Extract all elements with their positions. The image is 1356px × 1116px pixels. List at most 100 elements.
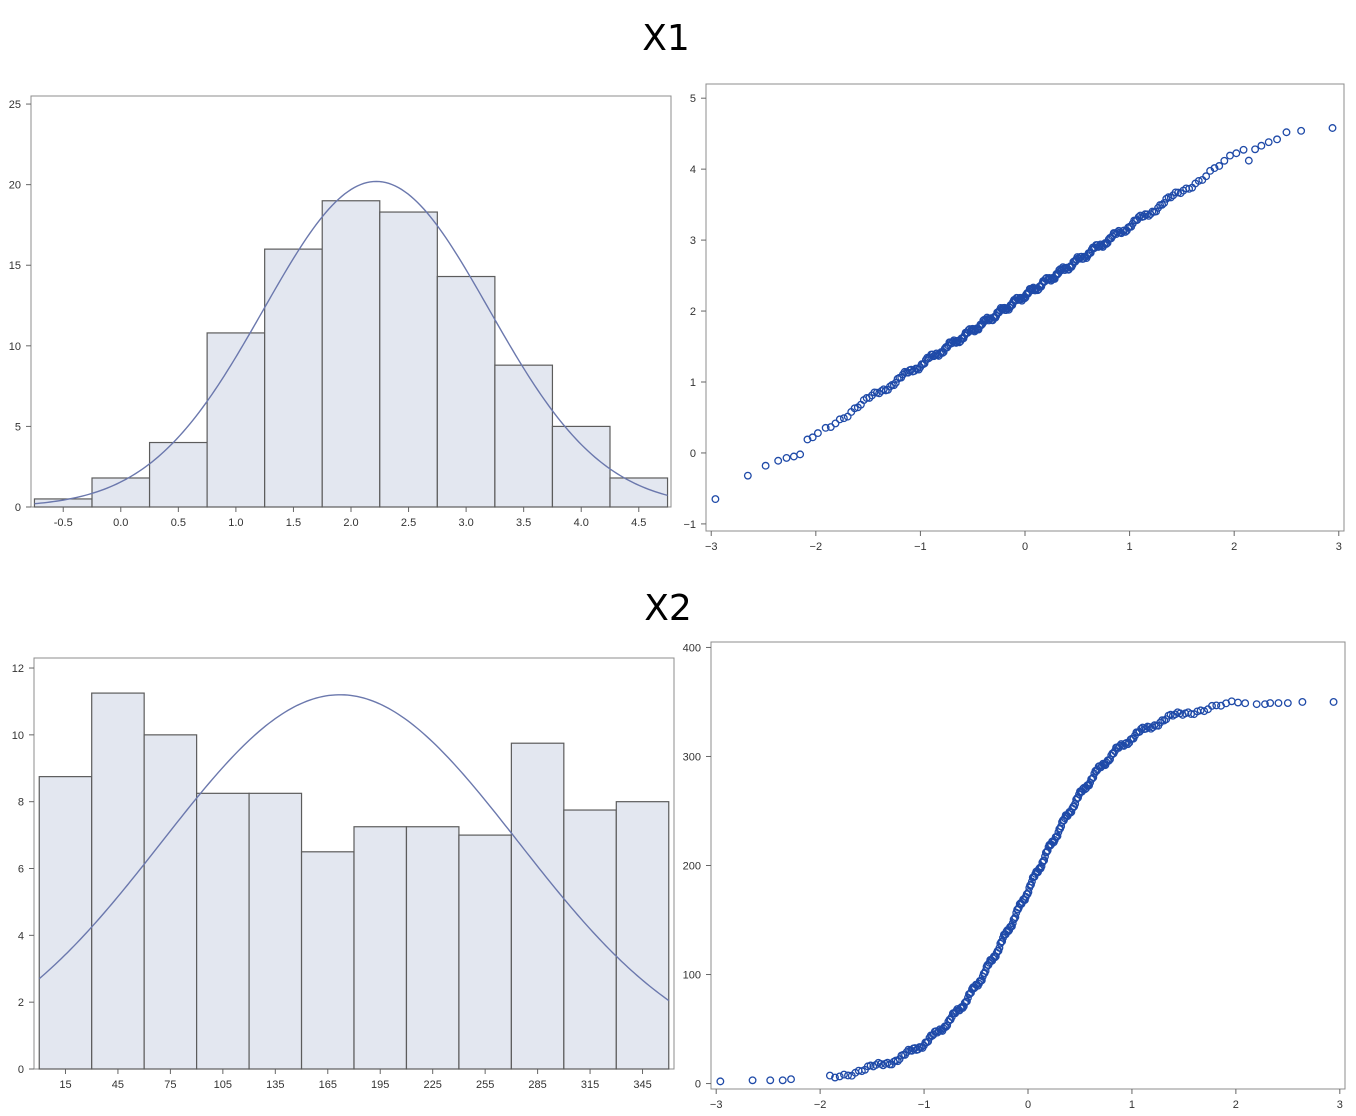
x2-hist-x-tick-label: 45	[112, 1079, 124, 1091]
x2-qq-point	[716, 1077, 725, 1086]
x1-qq-point	[850, 404, 859, 413]
x2-qq-y-tick-label: 0	[695, 1079, 701, 1091]
x1-qq-y-tick-label: −1	[683, 519, 696, 531]
x2-hist-bar	[510, 742, 565, 1070]
section-title-x2: X2	[644, 588, 692, 629]
x1-qq-point	[1239, 145, 1248, 154]
x1-qq-point	[1162, 194, 1171, 203]
x2-qq-point	[1208, 701, 1216, 710]
x2-qq-point	[966, 989, 974, 998]
x2-qq-x-tick-label: −1	[918, 1099, 931, 1111]
x1-qq-y-tick-label: 3	[690, 235, 696, 247]
x2-hist-y-tick-label: 10	[12, 730, 24, 742]
x1-qq-point	[1158, 200, 1167, 209]
x1-qq-point	[1096, 240, 1105, 249]
x2-qq-point	[1196, 706, 1205, 715]
x2-hist-x-tick-label: 285	[528, 1079, 546, 1091]
x2-qq-plot-panel: −3 −2 −1 0 1 2 3 0 100 200 300 400	[683, 641, 1346, 1111]
x1-hist-x-tick-label: 0.5	[171, 517, 186, 529]
x2-histogram-panel: 15 45 75 105 135 165 195 225 255 285 315 345 0 2 4 6 8 10…	[12, 657, 675, 1091]
x2-qq-point	[778, 1076, 787, 1085]
x2-hist-y-tick-label: 12	[12, 663, 24, 675]
x2-hist-bar	[353, 826, 408, 1070]
x1-qq-point	[761, 461, 770, 470]
section-title-x1: X1	[642, 18, 690, 59]
x2-qq-point	[1266, 699, 1275, 707]
x1-hist-x-tick-label: 3.5	[516, 517, 531, 529]
x1-hist-bar	[379, 211, 438, 508]
x2-hist-y-tick-label: 2	[18, 997, 24, 1009]
x2-hist-x-tick-label: 165	[319, 1079, 337, 1091]
x1-hist-bar	[321, 200, 381, 508]
x2-hist-bar	[458, 834, 512, 1070]
x2-hist-bar	[143, 734, 198, 1070]
x2-qq-y-tick-label: 200	[683, 861, 701, 873]
x1-hist-y-tick-label: 0	[15, 502, 21, 514]
x2-qq-point	[1283, 699, 1292, 707]
x1-qq-point	[1232, 149, 1241, 158]
x2-qq-point	[1148, 723, 1157, 732]
x2-hist-bar	[405, 826, 460, 1070]
x2-qq-plot-frame	[710, 641, 1346, 1090]
x2-hist-y-tick-label: 6	[18, 864, 24, 876]
x2-hist-bar	[196, 792, 250, 1070]
x2-qq-point	[1024, 888, 1033, 897]
x2-hist-bar	[91, 692, 145, 1070]
x1-hist-x-tick-label: 4.0	[574, 517, 589, 529]
x2-qq-point	[1145, 723, 1154, 731]
x1-qq-point	[1264, 138, 1273, 147]
x2-qq-point	[1042, 847, 1051, 856]
x1-qq-point	[835, 415, 844, 424]
x2-hist-bar	[38, 776, 93, 1070]
x2-qq-point	[1088, 774, 1097, 783]
x2-qq-point	[977, 976, 986, 985]
x1-qq-y-tick-label: 2	[690, 306, 696, 318]
x1-qq-point	[808, 433, 817, 442]
x1-hist-x-tick-label: 2.0	[343, 517, 358, 529]
x1-hist-bar	[148, 441, 208, 508]
x1-qq-point	[1166, 193, 1175, 202]
x2-hist-y-tick-label: 4	[18, 930, 24, 942]
x1-hist-bar	[206, 332, 266, 508]
x2-qq-point	[1039, 857, 1048, 866]
x1-qq-point	[1251, 145, 1260, 154]
x1-qq-point	[938, 349, 947, 357]
x2-qq-y-tick-label: 400	[683, 642, 701, 654]
x2-qq-point	[1011, 913, 1020, 922]
x2-qq-point	[1298, 698, 1307, 706]
x2-qq-point	[990, 953, 999, 962]
x1-hist-bar	[551, 425, 611, 508]
x1-qq-point	[796, 450, 805, 459]
x2-hist-bar	[248, 792, 303, 1070]
x1-qq-point	[1220, 156, 1229, 165]
x2-qq-x-tick-label: −3	[710, 1099, 723, 1111]
x2-qq-point	[766, 1076, 775, 1085]
x2-hist-x-tick-label: 315	[581, 1079, 599, 1091]
x2-qq-y-tick-label: 100	[683, 970, 701, 982]
x2-qq-point	[787, 1075, 795, 1084]
x1-qq-point	[1328, 124, 1337, 132]
x1-hist-y-tick-label: 10	[9, 341, 21, 353]
x1-qq-point	[1202, 172, 1211, 181]
x1-qq-point	[743, 471, 752, 480]
x1-qq-x-tick-label: −2	[810, 541, 823, 553]
x1-qq-x-tick-label: 2	[1231, 541, 1237, 553]
x1-hist-x-tick-label: 2.5	[401, 517, 416, 529]
x2-qq-point	[825, 1071, 834, 1080]
x1-qq-point	[1134, 212, 1143, 221]
x2-qq-point	[1261, 700, 1269, 709]
x2-hist-x-tick-label: 345	[633, 1079, 651, 1091]
x2-qq-x-tick-label: −2	[814, 1099, 827, 1111]
x2-hist-bar	[615, 801, 670, 1070]
x1-qq-point	[1210, 164, 1219, 173]
x2-qq-point	[962, 997, 971, 1006]
x2-qq-x-tick-label: 0	[1025, 1099, 1031, 1111]
x1-qq-point	[774, 456, 783, 465]
x1-hist-x-tick-label: 1.5	[286, 517, 301, 529]
x2-qq-point	[840, 1070, 848, 1079]
x2-hist-x-tick-label: 135	[266, 1079, 284, 1091]
x1-qq-point	[1297, 126, 1306, 135]
x2-qq-point	[1053, 832, 1062, 841]
x1-qq-point	[1171, 188, 1180, 197]
x2-hist-x-tick-label: 15	[59, 1079, 71, 1091]
